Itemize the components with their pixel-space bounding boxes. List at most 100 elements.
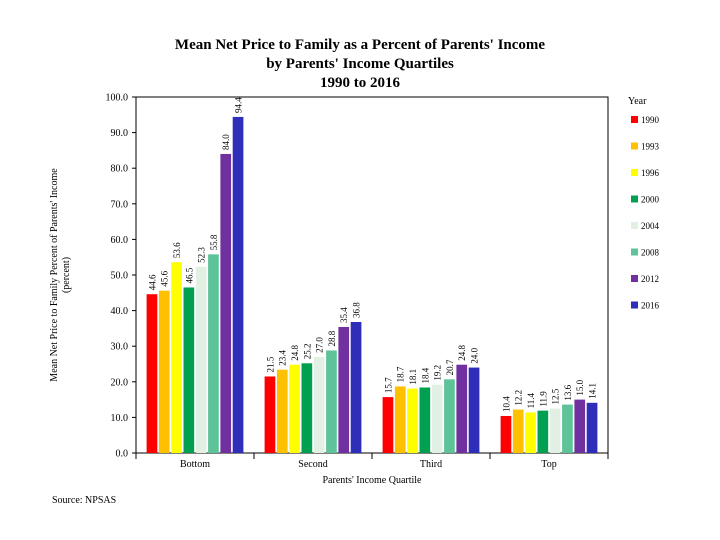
y-tick-label: 90.0 [111, 128, 129, 139]
legend-title: Year [628, 96, 647, 107]
y-tick-label: 40.0 [111, 306, 129, 317]
legend-swatch-2004 [631, 222, 638, 229]
x-tick-label: Second [298, 459, 327, 470]
bar-1990-second [264, 376, 276, 453]
data-label: 94.4 [234, 97, 244, 113]
data-label: 23.4 [278, 349, 288, 365]
legend-swatch-2008 [631, 248, 638, 256]
data-label: 25.2 [302, 344, 312, 360]
bar-2000-bottom [183, 287, 195, 453]
data-label: 18.4 [420, 367, 430, 383]
chart-title-line-2: by Parents' Income Quartiles [266, 56, 454, 72]
source-note: Source: NPSAS [52, 495, 117, 506]
legend-swatch-1993 [631, 142, 638, 150]
data-label: 21.5 [265, 356, 275, 372]
x-tick-label: Top [541, 459, 556, 470]
bar-2004-bottom [195, 266, 207, 453]
data-label: 28.8 [327, 330, 337, 346]
bar-2008-third [444, 379, 455, 453]
legend-label-1993: 1993 [641, 142, 660, 152]
data-label: 15.0 [575, 379, 585, 395]
data-label: 44.6 [147, 274, 157, 290]
bar-2008-second [326, 350, 337, 453]
bar-2008-top [562, 404, 573, 453]
y-tick-label: 10.0 [111, 413, 129, 424]
legend-swatch-2016 [631, 301, 638, 309]
data-label: 20.7 [445, 359, 455, 375]
y-tick-label: 50.0 [111, 271, 129, 282]
data-label: 12.2 [514, 390, 524, 406]
bar-2012-third [456, 364, 468, 453]
bar-1996-top [525, 412, 536, 453]
bar-2000-second [301, 363, 313, 453]
bar-2008-bottom [208, 254, 219, 453]
y-tick-label: 20.0 [111, 377, 129, 388]
bar-2000-third [419, 387, 431, 453]
y-tick-label: 70.0 [111, 199, 129, 210]
bar-1996-third [407, 388, 418, 453]
bar-2016-bottom [232, 116, 244, 453]
legend-label-2016: 2016 [641, 301, 660, 311]
bar-2004-third [431, 384, 443, 453]
y-tick-label: 0.0 [116, 449, 129, 460]
bar-1996-second [289, 364, 300, 453]
data-label: 24.8 [290, 344, 300, 360]
y-tick-label: 60.0 [111, 235, 129, 246]
bar-2000-top [537, 410, 549, 453]
bar-2012-second [338, 326, 350, 453]
data-label: 24.8 [457, 344, 467, 360]
data-label: 19.2 [433, 365, 443, 381]
data-label: 11.4 [526, 392, 536, 408]
y-tick-label: 100.0 [106, 93, 129, 104]
bar-1993-second [276, 369, 288, 453]
data-label: 10.4 [501, 396, 511, 412]
legend-label-2004: 2004 [641, 221, 660, 231]
x-axis-label: Parents' Income Quartile [323, 475, 423, 486]
bar-1996-bottom [171, 262, 182, 453]
plot-area-frame [135, 96, 609, 454]
data-label: 36.8 [352, 302, 362, 318]
chart-title-line-1: Mean Net Price to Family as a Percent of… [174, 37, 546, 53]
data-label: 55.8 [209, 234, 219, 250]
data-label: 14.1 [588, 383, 598, 399]
legend-label-2008: 2008 [641, 248, 660, 258]
bar-2016-second [350, 321, 362, 453]
bar-2012-bottom [220, 153, 232, 453]
bar-1990-third [382, 397, 394, 453]
bar-1993-third [394, 386, 406, 453]
legend-label-1996: 1996 [641, 168, 660, 178]
legend-swatch-1996 [631, 169, 638, 176]
data-label: 27.0 [315, 337, 325, 353]
y-tick-label: 80.0 [111, 164, 129, 175]
bar-2004-top [549, 408, 561, 453]
chart-title-line-3: 1990 to 2016 [320, 75, 400, 91]
data-label: 46.5 [184, 267, 194, 283]
bar-2012-top [574, 399, 586, 453]
data-label: 24.0 [470, 347, 480, 363]
bar-1993-bottom [158, 290, 170, 453]
legend-swatch-2012 [631, 275, 638, 282]
data-label: 45.6 [160, 270, 170, 286]
bar-1990-top [500, 415, 512, 453]
data-label: 35.4 [339, 307, 349, 323]
bar-1990-bottom [146, 294, 158, 453]
legend-label-2012: 2012 [641, 274, 659, 284]
data-label: 52.3 [197, 247, 207, 263]
data-label: 15.7 [383, 377, 393, 393]
legend-label-1990: 1990 [641, 115, 660, 125]
y-axis-label-line-2: (percent) [61, 257, 72, 293]
data-label: 18.1 [408, 369, 418, 385]
x-tick-label: Third [420, 459, 442, 470]
y-tick-label: 30.0 [111, 342, 129, 353]
bar-2016-third [468, 367, 480, 453]
legend-swatch-1990 [631, 116, 638, 123]
bar-2004-second [313, 356, 325, 453]
bar-1993-top [512, 409, 524, 453]
y-axis-label-line-1: Mean Net Price to Family Percent of Pare… [49, 168, 60, 382]
data-label: 84.0 [221, 134, 231, 150]
data-label: 53.6 [172, 242, 182, 258]
data-label: 13.6 [563, 384, 573, 400]
data-label: 18.7 [396, 366, 406, 382]
data-label: 11.9 [538, 391, 548, 407]
